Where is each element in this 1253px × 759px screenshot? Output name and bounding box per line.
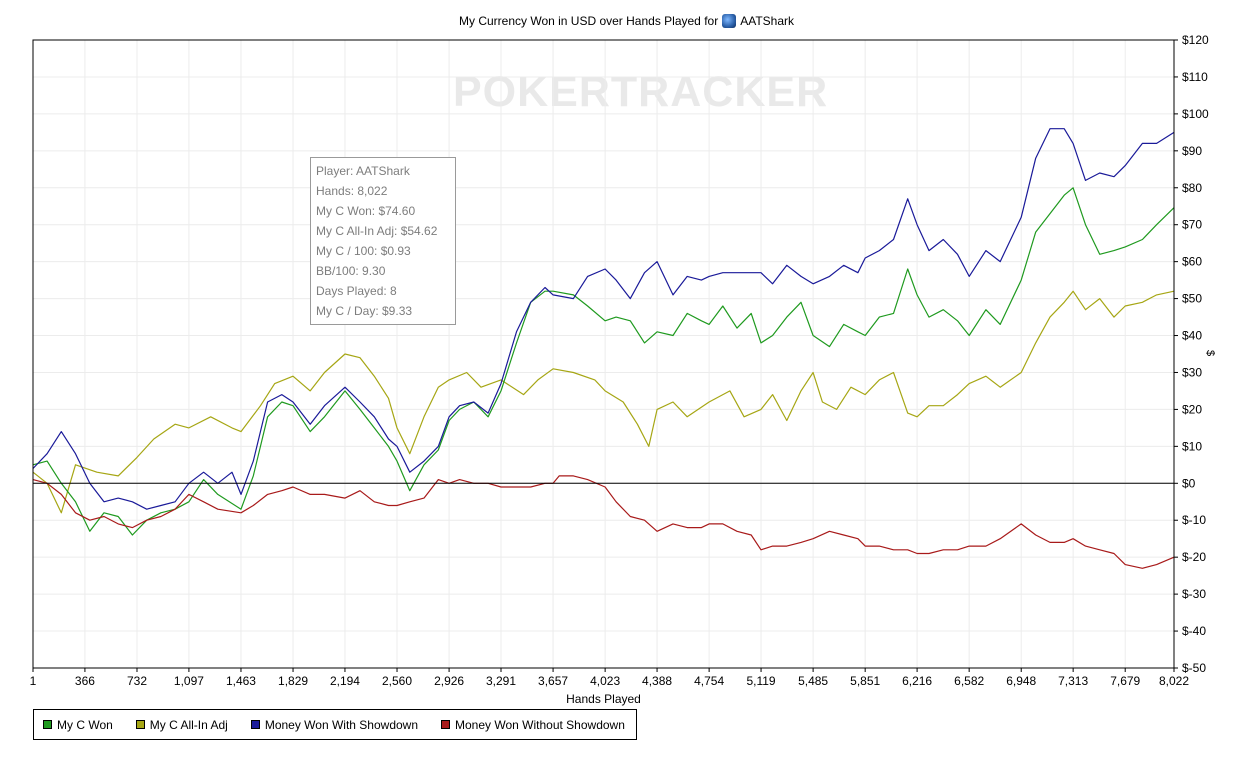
- x-tick-label: 732: [127, 674, 147, 688]
- tooltip-line: Days Played: 8: [316, 284, 397, 298]
- legend-label: My C All-In Adj: [149, 717, 228, 732]
- x-tick-label: 366: [75, 674, 95, 688]
- x-tick-label: 4,023: [590, 674, 620, 688]
- series-line-my-c-won: [32, 187, 1175, 536]
- x-tick-label: 6,582: [954, 674, 984, 688]
- tooltip-line: My C All-In Adj: $54.62: [316, 224, 438, 238]
- player-avatar-icon: [722, 14, 737, 28]
- x-axis-title: Hands Played: [566, 692, 641, 706]
- watermark: POKERTRACKER: [453, 68, 829, 116]
- y-axis-title: $: [1204, 350, 1216, 357]
- legend-item[interactable]: My C Won: [43, 718, 113, 732]
- tooltip-line: Player: AATShark: [316, 164, 410, 178]
- series-line-my-c-all-in-adj: [32, 290, 1175, 514]
- y-tick-label: $80: [1182, 181, 1202, 195]
- x-tick-label: 8,022: [1159, 674, 1189, 688]
- tooltip-line: Hands: 8,022: [316, 184, 388, 198]
- x-tick-label: 1: [30, 674, 37, 688]
- y-tick-label: $-30: [1182, 587, 1206, 601]
- y-tick-label: $120: [1182, 33, 1209, 47]
- x-tick-label: 3,657: [538, 674, 568, 688]
- y-tick-label: $70: [1182, 218, 1202, 232]
- legend-swatch: [43, 720, 52, 729]
- legend-label: Money Won With Showdown: [264, 717, 419, 732]
- y-tick-label: $10: [1182, 439, 1202, 453]
- x-tick-label: 4,388: [642, 674, 672, 688]
- x-tick-label: 3,291: [486, 674, 516, 688]
- tooltip-line: My C / 100: $0.93: [316, 244, 411, 258]
- x-tick-label: 2,560: [382, 674, 412, 688]
- y-tick-label: $40: [1182, 329, 1202, 343]
- y-tick-label: $60: [1182, 255, 1202, 269]
- y-tick-label: $-20: [1182, 550, 1206, 564]
- y-tick-label: $100: [1182, 107, 1209, 121]
- x-tick-label: 5,485: [798, 674, 828, 688]
- x-tick-label: 1,463: [226, 674, 256, 688]
- y-axis-ticks: $-50 $-40 $-30 $-20 $-10 $0 $10 $20 $30 $40 $50 $60…: [1174, 33, 1209, 675]
- x-tick-label: 1,097: [174, 674, 204, 688]
- x-tick-label: 5,851: [850, 674, 880, 688]
- chart-title-player: AATShark: [740, 14, 794, 28]
- legend-swatch: [250, 720, 260, 729]
- x-tick-label: 6,216: [902, 674, 932, 688]
- legend-swatch: [135, 720, 145, 729]
- legend-label: Money Won Without Showdown: [455, 717, 625, 732]
- plot-area: [32, 39, 1175, 669]
- tooltip-line: BB/100: 9.30: [316, 264, 386, 278]
- x-tick-label: 2,194: [330, 674, 360, 688]
- legend-swatch: [441, 720, 451, 729]
- y-tick-label: $-10: [1182, 513, 1206, 527]
- y-tick-label: $30: [1182, 365, 1202, 379]
- chart-title-text: My Currency Won in USD over Hands Played…: [458, 14, 719, 28]
- tooltip-line: My C Won: $74.60: [316, 204, 416, 218]
- legend-item[interactable]: Money Won With Showdown: [250, 717, 419, 732]
- chart-title: My Currency Won in USD over Hands Played…: [0, 14, 1253, 28]
- player-summary-tooltip: Player: AATShark Hands: 8,022 My C Won: $7…: [310, 157, 456, 325]
- grid: [32, 39, 1175, 669]
- x-tick-label: 6,948: [1006, 674, 1036, 688]
- series-line-money-won-with-showdown: [32, 128, 1175, 510]
- series-line-money-won-without-showdown: [32, 475, 1175, 569]
- x-tick-label: 5,119: [746, 674, 775, 688]
- x-tick-label: 7,679: [1110, 674, 1140, 688]
- legend: My C Won My C All-In Adj Money Won With Sh…: [33, 709, 637, 740]
- x-tick-label: 4,754: [694, 674, 724, 688]
- y-tick-label: $-50: [1182, 661, 1206, 675]
- series-lines: [32, 128, 1175, 569]
- x-tick-label: 1,829: [278, 674, 308, 688]
- x-axis-ticks: 1 366 732 1,097 1,463 1,829 2,194 2,560 2,926 3,2…: [30, 668, 1189, 688]
- legend-item[interactable]: Money Won Without Showdown: [441, 718, 625, 732]
- x-tick-label: 7,313: [1058, 674, 1088, 688]
- y-tick-label: $-40: [1182, 624, 1206, 638]
- legend-label: My C Won: [57, 717, 113, 732]
- y-tick-label: $20: [1182, 402, 1202, 416]
- tooltip-line: My C / Day: $9.33: [316, 304, 413, 318]
- y-tick-label: $0: [1182, 476, 1196, 490]
- legend-item[interactable]: My C All-In Adj: [135, 717, 228, 732]
- y-tick-label: $50: [1182, 292, 1202, 306]
- y-tick-label: $90: [1182, 144, 1202, 158]
- x-tick-label: 2,926: [434, 674, 464, 688]
- y-tick-label: $110: [1182, 70, 1208, 84]
